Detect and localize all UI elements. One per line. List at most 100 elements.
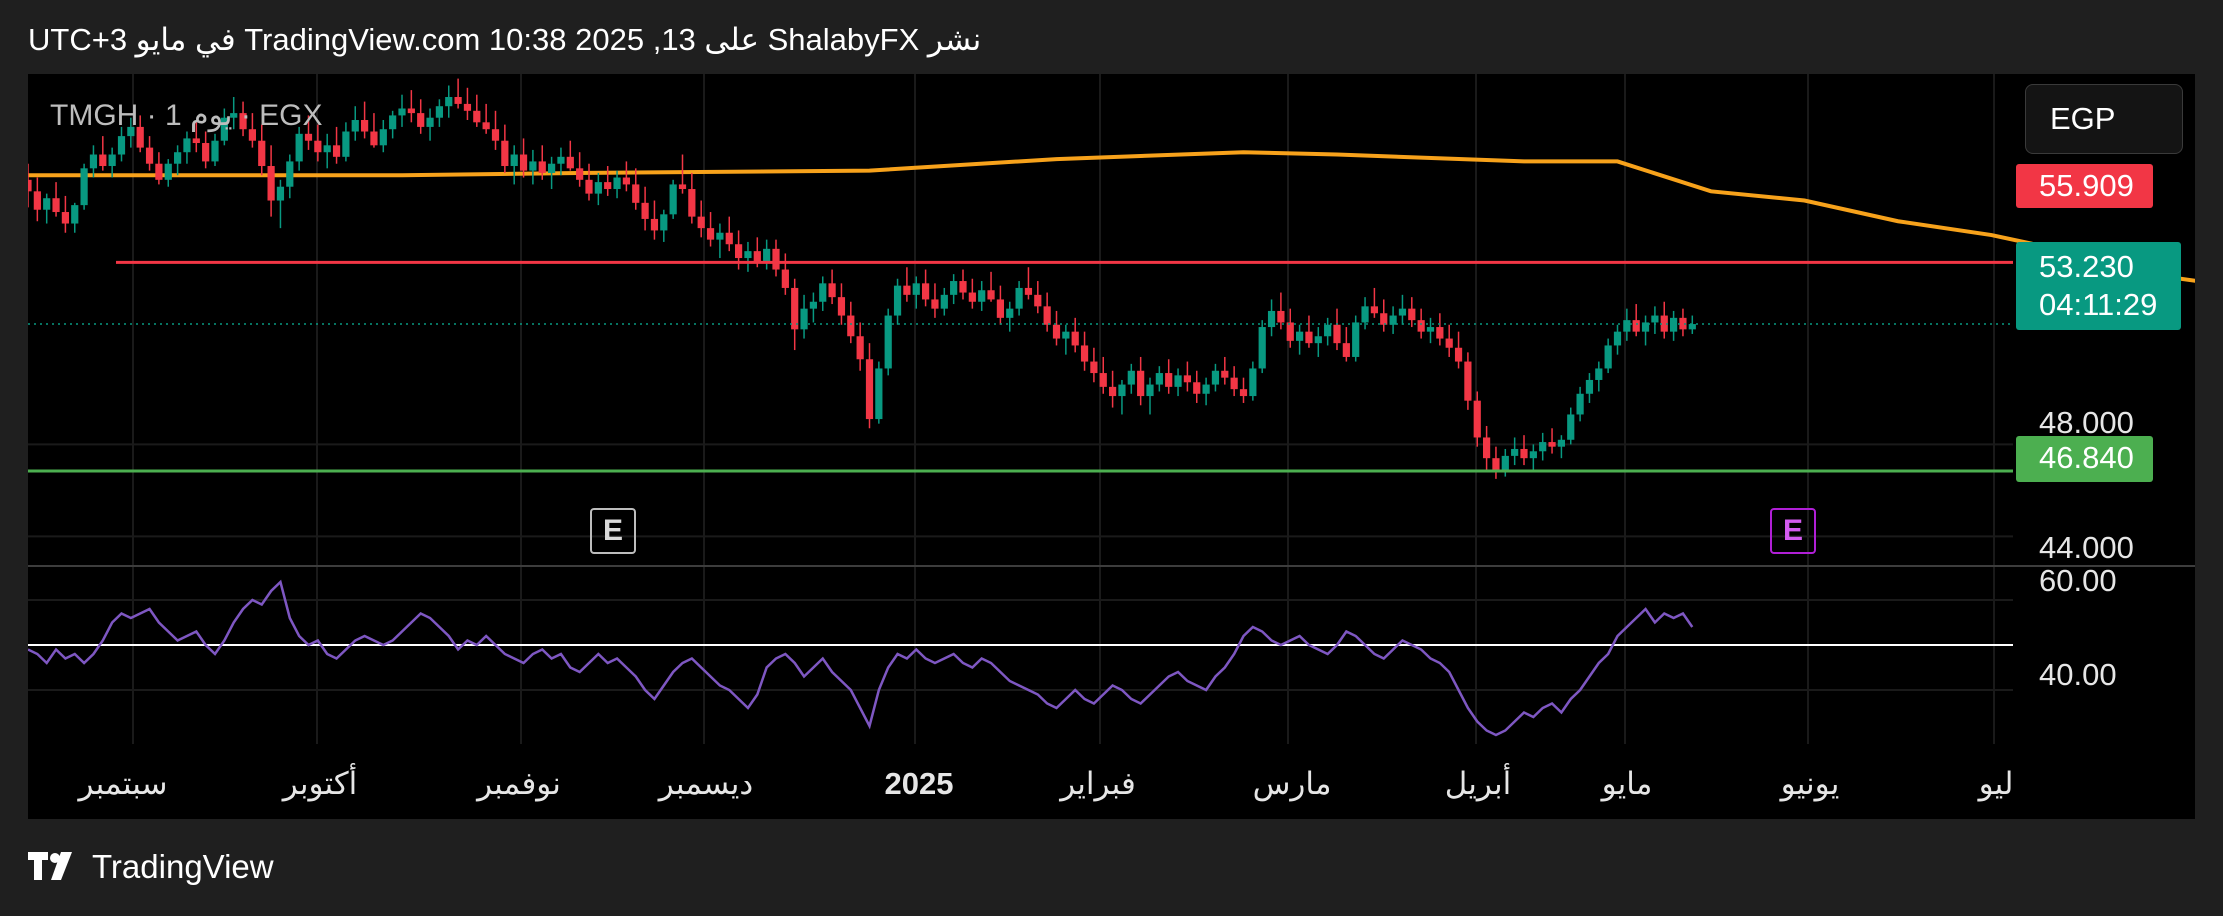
candle-body [164, 163, 172, 180]
candle [632, 168, 640, 210]
candle [1146, 377, 1154, 415]
candle [809, 292, 817, 323]
candle [697, 200, 705, 238]
candle [1688, 315, 1696, 334]
candle-body [865, 359, 874, 420]
candle [763, 239, 771, 270]
candle-body [604, 182, 612, 190]
candle [1454, 331, 1463, 369]
candle-body [1239, 389, 1248, 397]
candle [332, 126, 341, 164]
candle-body [1576, 393, 1584, 415]
candle-body [473, 110, 481, 123]
x-tick-label: ديسمبر [658, 766, 754, 801]
candle-body [529, 161, 537, 171]
symbol-exchange: EGX [259, 99, 323, 132]
candle-body [585, 179, 593, 194]
symbol-info: TMGH · 1 يوم · EGX [50, 98, 323, 133]
candle-body [968, 292, 976, 302]
candle [903, 267, 911, 302]
last-price-value: 53.230 [2039, 249, 2134, 284]
candle [1520, 435, 1528, 466]
chart-area[interactable] [28, 74, 2195, 819]
candle [89, 145, 98, 178]
candle [145, 136, 154, 171]
candle-body [1286, 322, 1294, 341]
candle-body [1398, 308, 1407, 316]
currency-button[interactable]: EGP [2025, 84, 2183, 154]
candle-body [454, 97, 462, 104]
candle [407, 90, 415, 123]
candle [417, 99, 425, 134]
candle-body [1529, 451, 1537, 459]
candle [258, 124, 266, 176]
candle-body [809, 301, 817, 309]
candle-body [1342, 343, 1350, 357]
candle [819, 276, 827, 311]
candle-body [1473, 400, 1481, 438]
support-price-tag: 46.840 [2016, 436, 2153, 482]
candle-body [1109, 386, 1117, 397]
candle-body [304, 133, 313, 141]
candle-body [566, 156, 574, 169]
candle [706, 212, 715, 247]
candle [641, 186, 649, 231]
candle-body [1408, 308, 1416, 321]
candle-body [1258, 327, 1266, 369]
candle-body [370, 131, 378, 146]
candle [1249, 361, 1257, 401]
earnings-badge[interactable]: E [590, 508, 636, 554]
candle-body [211, 140, 219, 162]
candle-body [1380, 313, 1388, 325]
symbol-separator: · [240, 99, 251, 132]
candle-body [361, 120, 369, 132]
candle-body [1118, 384, 1126, 397]
candle-body [1501, 455, 1509, 470]
candle-body [613, 177, 621, 190]
candle-body [1277, 310, 1285, 323]
candle-body [538, 161, 546, 173]
candle [501, 124, 509, 173]
candle-body [1230, 377, 1238, 390]
candle [127, 117, 135, 148]
candle [660, 209, 668, 242]
candle-body [688, 189, 696, 217]
candle-body [622, 177, 630, 185]
candle-body [1137, 370, 1145, 397]
candle-body [239, 113, 247, 130]
y-tick-label: 44.000 [2039, 530, 2134, 565]
candle [174, 145, 182, 176]
candle [510, 145, 518, 185]
candle-body [800, 308, 808, 330]
candles [28, 78, 1696, 479]
candle [1370, 287, 1378, 318]
candle [1567, 407, 1575, 445]
candle-body [931, 299, 939, 309]
candle [1211, 363, 1220, 392]
candle [1426, 317, 1435, 344]
candle-body [950, 281, 958, 295]
candle [1286, 308, 1294, 348]
earnings-badge-upcoming[interactable]: E [1770, 508, 1816, 554]
candle [80, 163, 88, 210]
candle-body [678, 184, 687, 190]
candle-body [258, 140, 266, 167]
rsi-indicator [28, 579, 2013, 737]
candle [202, 131, 210, 169]
candle [267, 145, 275, 217]
y-tick-label: 48.000 [2039, 405, 2134, 440]
candle [1352, 315, 1360, 362]
candle-body [510, 154, 518, 167]
candle [1080, 331, 1089, 371]
candle [491, 110, 500, 150]
candle-body [1052, 324, 1061, 339]
candle [183, 131, 191, 164]
candle [304, 115, 313, 150]
candle-body [940, 294, 948, 309]
x-tick-label: مارس [1252, 766, 1332, 801]
candle-body [828, 283, 836, 298]
candle-body [959, 281, 967, 293]
candle-body [323, 145, 331, 153]
price-chart-svg[interactable] [28, 74, 2195, 819]
candle [1473, 391, 1481, 447]
